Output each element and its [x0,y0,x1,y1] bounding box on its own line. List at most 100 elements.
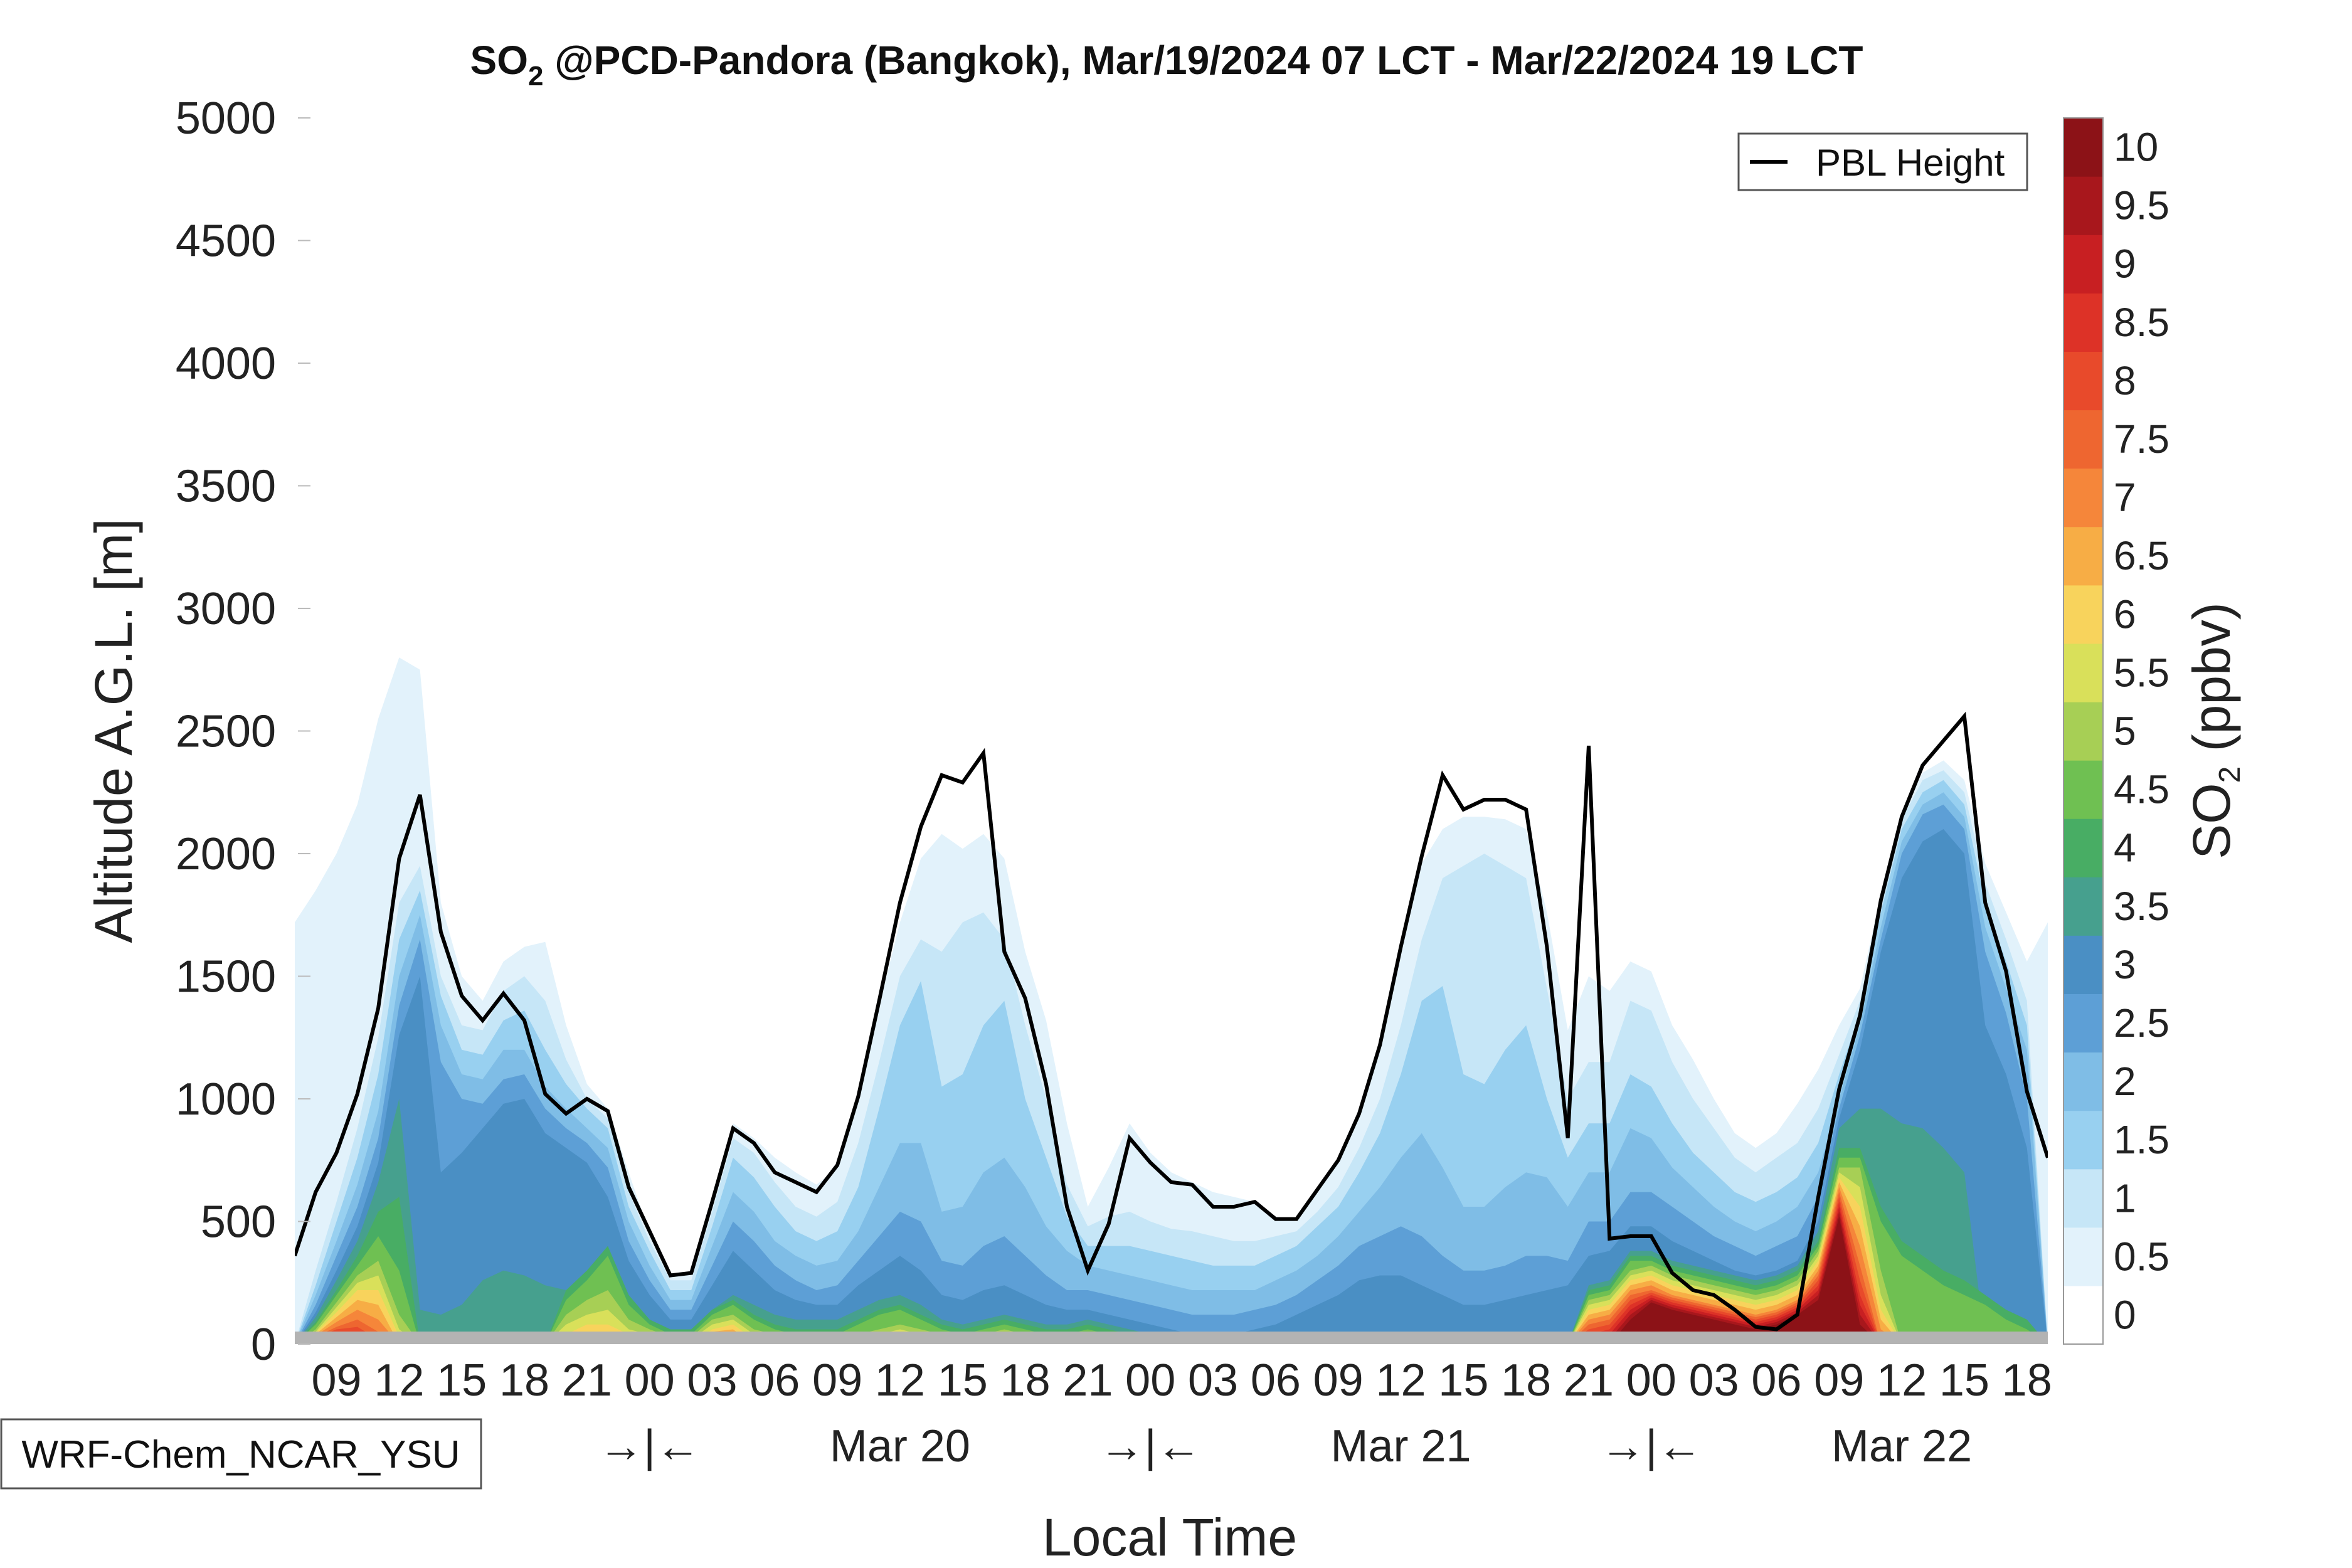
colorbar-tick-label: 6 [2114,591,2136,637]
so2-layer-3-5 [295,1099,2048,1344]
date-label: Mar 20 [830,1421,970,1471]
colorbar-segment [2063,1052,2103,1111]
colorbar-segment [2063,468,2103,527]
x-tick-label: 21 [1062,1355,1113,1406]
colorbar-tick-label: 5 [2114,709,2136,754]
x-tick-label: 12 [1877,1355,1927,1406]
pbl-group [295,711,2048,1332]
y-tick-label: 2500 [176,707,276,757]
x-tick-label: 03 [687,1355,737,1406]
x-tick-label: 06 [1751,1355,1801,1406]
so2-layer-9 [295,1207,2048,1344]
colorbar-segment [2063,176,2103,235]
y-tick-label: 2000 [176,829,276,879]
x-tick-label: 09 [812,1355,862,1406]
x-tick-label: 15 [437,1355,487,1406]
colorbar-tick-label: 9 [2114,241,2136,287]
x-tick-label: 18 [2002,1355,2052,1406]
colorbar-tick-label: 4 [2114,825,2136,871]
colorbar-segment [2063,410,2103,469]
legend: PBL Height [1737,132,2028,191]
colorbar-segment [2063,702,2103,761]
x-tick-label: 03 [1188,1355,1238,1406]
colorbar-tick-label: 5.5 [2114,650,2169,695]
colorbar-tick-label: 8 [2114,358,2136,403]
y-axis: 0 500 1000 1500 2000 2500 3000 3500 4000 4500 5000 [176,93,310,1370]
colorbar-segment [2063,1168,2103,1228]
x-tick-label: 12 [875,1355,925,1406]
colorbar-tick-label: 0 [2114,1293,2136,1338]
model-label-box: WRF-Chem_NCAR_YSU [0,1418,482,1490]
colorbar-tick-label: 2 [2114,1059,2136,1104]
y-tick-label: 4000 [176,339,276,389]
y-axis-label: Altitude A.G.L. [m] [84,519,143,943]
ground-band [295,1332,2048,1344]
date-label: →|← [1099,1421,1202,1471]
date-labels: →|← Mar 20 →|← Mar 21 →|← Mar 22 [598,1421,1972,1471]
model-label: WRF-Chem_NCAR_YSU [21,1433,460,1476]
colorbar-segment [2063,235,2103,294]
colorbar-tick-label: 3.5 [2114,884,2169,929]
colorbar-segment [2063,293,2103,352]
x-axis-label: Local Time [1042,1508,1297,1567]
model-box [0,1418,482,1490]
colorbar-tick-label: 0.5 [2114,1234,2169,1279]
colorbar-segment [2063,1227,2103,1286]
colorbar-segment [2063,118,2103,177]
y-tick-label: 500 [201,1197,276,1248]
y-tick-label: 3000 [176,584,276,634]
colorbar-segment [2063,643,2103,702]
colorbar: 0 0.5 1 1.5 2 2.5 3 3.5 4 4.5 5 5.5 6 6.5 7 7.5 8 8.5 9 9.5… [2063,117,2169,1345]
so2-layer-5-5 [295,1172,2048,1344]
colorbar-segment [2063,877,2103,936]
date-label: →|← [1600,1421,1702,1471]
colorbar-segment [2063,526,2103,586]
x-tick-label: 18 [499,1355,549,1406]
colorbar-tick-label: 10 [2114,125,2158,170]
y-tick-label: 4500 [176,216,276,267]
x-tick-label: 15 [1438,1355,1488,1406]
y-tick-label: 5000 [176,93,276,144]
x-tick-label: 09 [312,1355,362,1406]
y-tick-label: 0 [251,1320,276,1370]
colorbar-tick-label: 7 [2114,475,2136,520]
x-tick-label: 15 [1939,1355,1989,1406]
y-tick-label: 1500 [176,952,276,1002]
colorbar-segment [2063,818,2103,877]
x-tick-label: 12 [374,1355,424,1406]
colorbar-segment [2063,1110,2103,1170]
date-label: Mar 21 [1330,1421,1471,1471]
x-tick-label: 21 [562,1355,612,1406]
y-tick-label: 1000 [176,1074,276,1125]
colorbar-tick-label: 4.5 [2114,767,2169,812]
x-tick-label: 15 [938,1355,988,1406]
x-tick-label: 09 [1313,1355,1364,1406]
so2-contour-layers [295,657,2048,1344]
colorbar-segment [2063,1285,2103,1345]
y-tick-label: 3500 [176,462,276,512]
colorbar-tick-label: 6.5 [2114,533,2169,578]
x-tick-label: 09 [1814,1355,1864,1406]
x-axis: 09 12 15 18 21 00 03 06 09 12 15 18 21 00 03 06 09 12 15 18… [312,1355,2052,1406]
colorbar-segment [2063,585,2103,644]
colorbar-segment [2063,351,2103,411]
x-tick-label: 21 [1564,1355,1614,1406]
colorbar-tick-label: 1.5 [2114,1117,2169,1162]
x-tick-label: 18 [1501,1355,1551,1406]
colorbar-tick-label: 3 [2114,942,2136,987]
colorbar-tick-label: 8.5 [2114,300,2169,345]
x-tick-label: 12 [1375,1355,1426,1406]
x-tick-label: 00 [625,1355,675,1406]
colorbar-tick-label: 7.5 [2114,416,2169,462]
colorbar-segment [2063,760,2103,819]
colorbar-tick-label: 1 [2114,1175,2136,1221]
chart-title: SO2 @PCD-Pandora (Bangkok), Mar/19/2024 … [470,38,1863,92]
x-tick-label: 06 [1251,1355,1301,1406]
colorbar-frame [2063,117,2104,1345]
colorbar-segment [2063,935,2103,994]
legend-label: PBL Height [1816,142,2005,184]
colorbar-label: SO2 (ppbv) [2182,602,2247,859]
colorbar-tick-label: 9.5 [2114,183,2169,228]
x-tick-label: 06 [750,1355,800,1406]
